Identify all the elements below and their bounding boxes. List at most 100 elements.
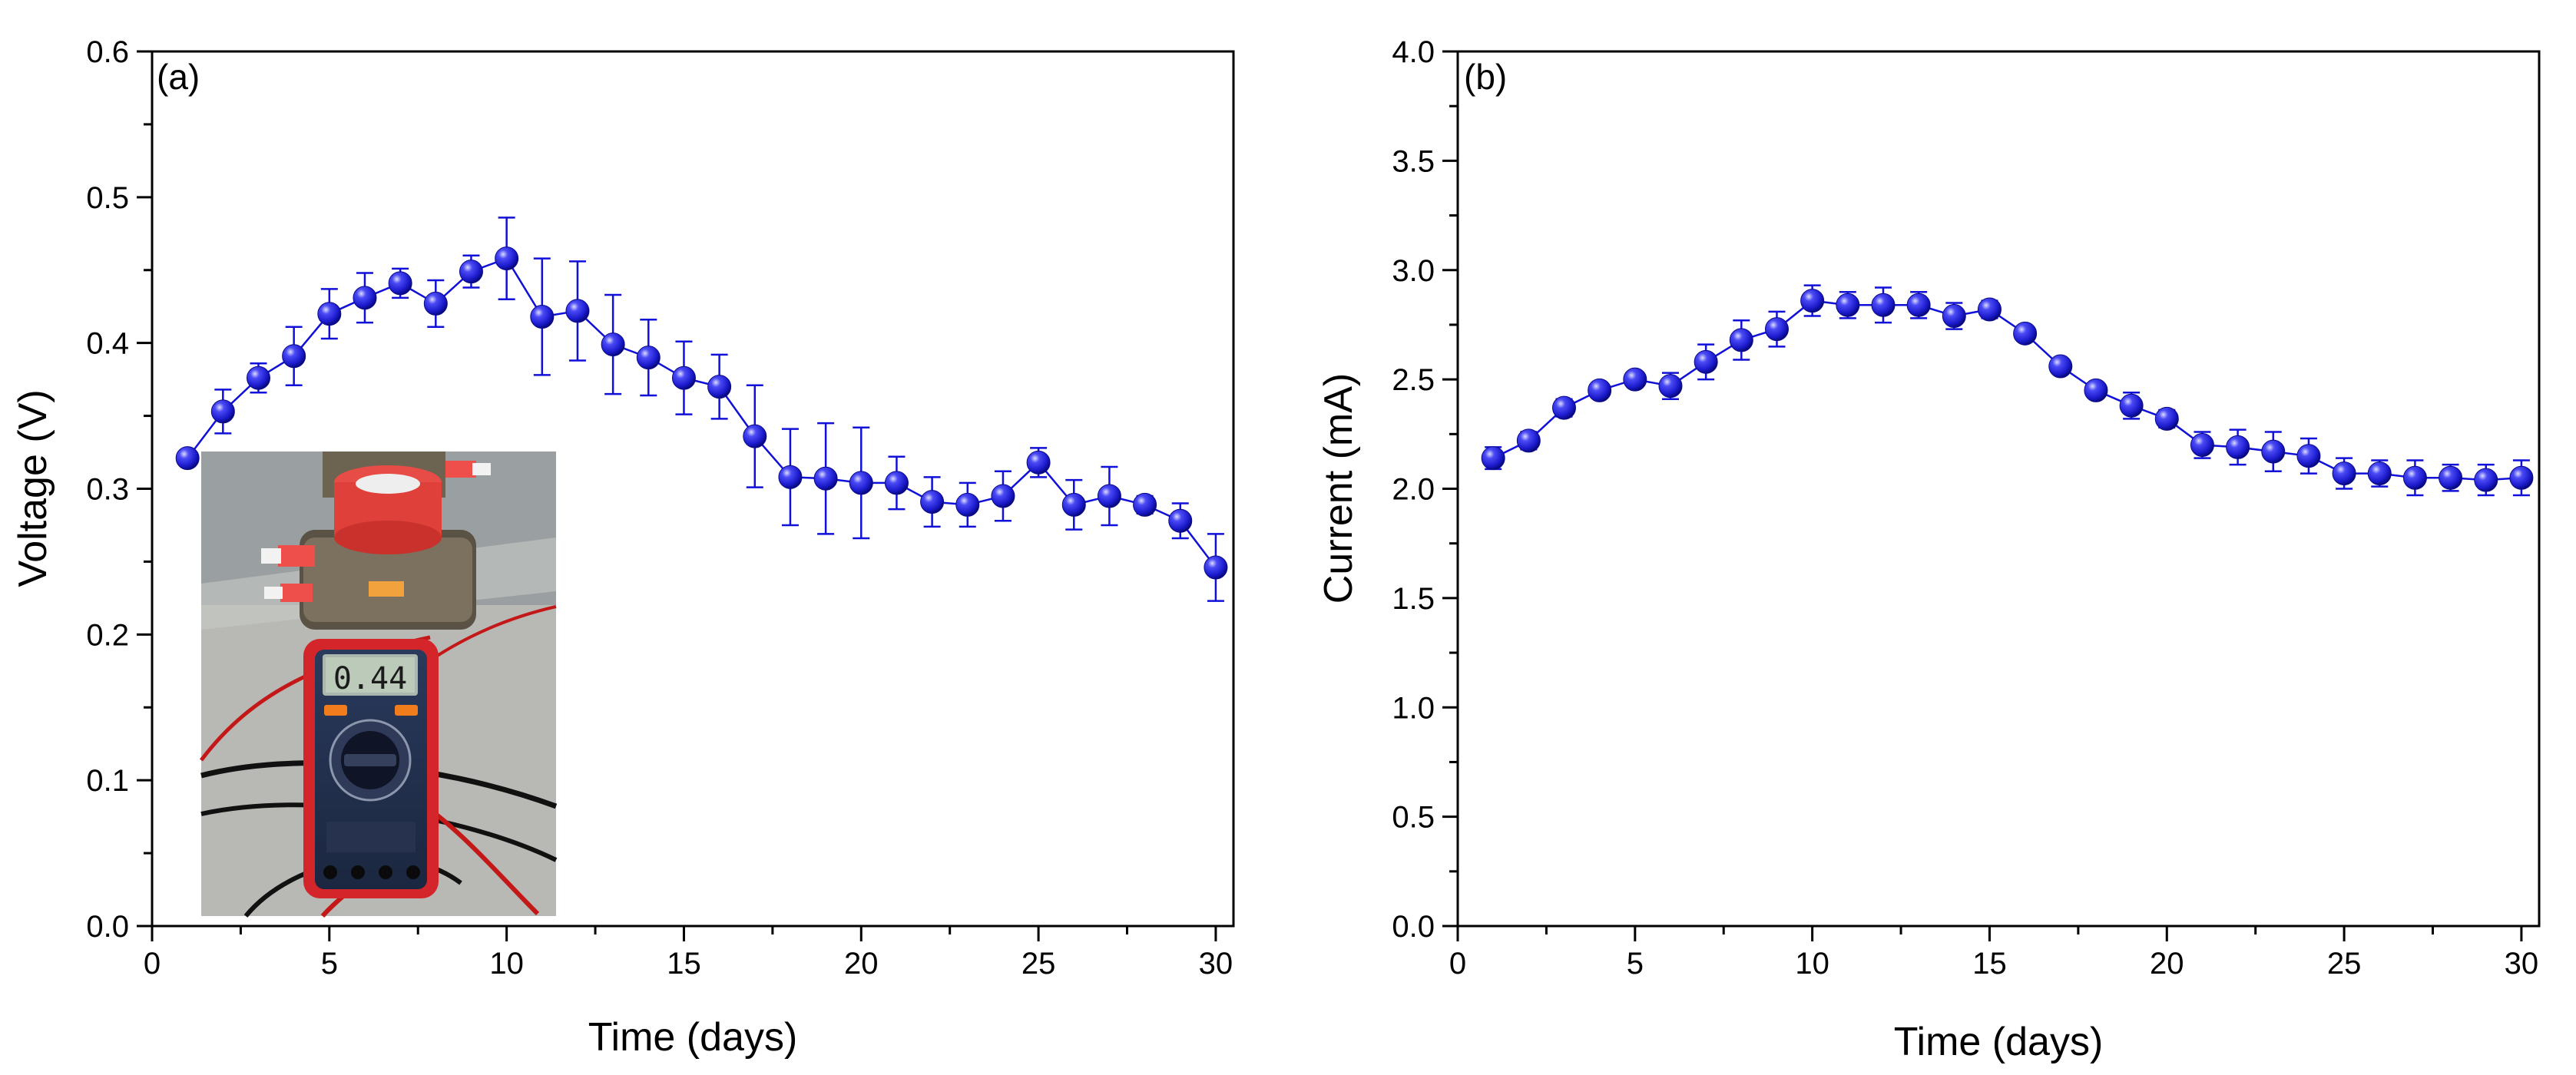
voltage-y-tick-label: 0.6 <box>86 35 129 69</box>
current-series-line <box>1492 299 2521 481</box>
voltage-plot-area <box>175 217 1228 602</box>
voltage-data-point <box>565 299 590 323</box>
voltage-x-tick-label: 20 <box>844 947 879 981</box>
multimeter-photo-inset: 0.44 <box>200 452 558 918</box>
current-y-axis-title: Current (mA) <box>1316 373 1361 604</box>
voltage-data-point <box>991 484 1015 508</box>
voltage-chart-panel: 0.44 0 5 10 15 20 25 30 0.0 0.1 0.2 0.3 0.4 0.5 0.6 (… <box>11 35 1235 1060</box>
current-data-point <box>1694 349 1718 374</box>
current-data-point <box>2013 321 2038 346</box>
current-axes: 0 5 10 15 20 25 30 0.0 0.5 1.0 1.5 2.0 2.5 3.0 3.5 4.0 <box>1392 35 2538 981</box>
voltage-data-point <box>707 375 732 399</box>
current-data-point <box>2509 465 2534 490</box>
current-y-tick-label: 4.0 <box>1392 35 1435 69</box>
voltage-data-point <box>353 286 377 310</box>
current-x-tick-label: 10 <box>1795 947 1829 981</box>
current-x-tick-label: 30 <box>2505 947 2539 981</box>
current-data-point <box>2226 435 2250 459</box>
current-y-tick-label: 0.5 <box>1392 801 1435 835</box>
voltage-y-tick-label: 0.1 <box>86 764 129 798</box>
voltage-y-tick-label: 0.0 <box>86 910 129 944</box>
meter-display-reading: 0.44 <box>333 661 407 696</box>
voltage-y-tick-label: 0.4 <box>86 327 129 361</box>
current-plot-area <box>1481 284 2534 497</box>
voltage-data-point <box>884 471 909 495</box>
current-data-point <box>2367 461 2392 486</box>
current-data-point <box>1800 289 1825 313</box>
voltage-y-tick-label: 0.2 <box>86 618 129 652</box>
current-data-point <box>1764 317 1789 342</box>
voltage-data-point <box>1204 555 1228 580</box>
current-data-point <box>1942 304 1966 329</box>
voltage-x-tick-label: 0 <box>144 947 161 981</box>
voltage-y-axis-title: Voltage (V) <box>11 389 55 587</box>
current-data-point <box>1871 293 1896 317</box>
current-data-point <box>1516 428 1541 453</box>
voltage-data-point <box>388 271 412 296</box>
current-y-tick-label: 2.0 <box>1392 473 1435 507</box>
voltage-data-point <box>778 465 803 489</box>
current-data-point <box>1906 293 1931 317</box>
current-data-point <box>1623 367 1647 392</box>
current-data-point <box>2261 439 2286 464</box>
current-data-point <box>2332 461 2356 486</box>
voltage-data-point <box>530 304 555 329</box>
voltage-x-tick-label: 15 <box>667 947 701 981</box>
current-x-axis-title: Time (days) <box>1894 1020 2104 1064</box>
current-x-tick-label: 20 <box>2150 947 2184 981</box>
voltage-data-point <box>1168 508 1193 533</box>
current-data-point <box>1836 293 1860 317</box>
voltage-data-point <box>849 471 873 495</box>
current-y-tick-label: 2.5 <box>1392 363 1435 397</box>
current-y-tick-label: 1.0 <box>1392 691 1435 725</box>
voltage-x-tick-label: 10 <box>489 947 524 981</box>
voltage-data-point <box>743 424 767 448</box>
voltage-axes: 0 5 10 15 20 25 30 0.0 0.1 0.2 0.3 0.4 0.5 0.6 <box>86 35 1233 981</box>
voltage-data-point <box>282 344 306 369</box>
voltage-x-tick-label: 5 <box>321 947 338 981</box>
current-x-tick-label: 25 <box>2327 947 2362 981</box>
current-x-tick-label: 15 <box>1972 947 2007 981</box>
voltage-data-point <box>175 446 200 471</box>
voltage-y-tick-label: 0.3 <box>86 473 129 507</box>
voltage-data-point <box>955 492 980 517</box>
current-data-point <box>1658 374 1683 399</box>
current-data-point <box>2190 433 2214 458</box>
current-y-tick-label: 3.0 <box>1392 254 1435 288</box>
voltage-data-point <box>1026 450 1051 475</box>
voltage-data-point <box>601 332 625 357</box>
current-data-point <box>2474 468 2498 492</box>
voltage-data-point <box>459 260 483 284</box>
current-x-tick-label: 0 <box>1449 947 1466 981</box>
panel-label-a: (a) <box>157 57 200 97</box>
voltage-data-point <box>1097 484 1121 508</box>
voltage-data-point <box>495 246 519 271</box>
current-data-point <box>1551 395 1576 420</box>
voltage-data-point <box>317 302 342 326</box>
panel-label-b: (b) <box>1464 57 1507 97</box>
voltage-x-tick-label: 25 <box>1021 947 1056 981</box>
current-y-tick-label: 1.5 <box>1392 582 1435 616</box>
current-data-point <box>2402 465 2427 490</box>
current-data-point <box>1729 328 1753 352</box>
voltage-data-point <box>671 366 696 390</box>
voltage-data-point <box>813 466 838 491</box>
current-x-tick-label: 5 <box>1627 947 1644 981</box>
current-data-point <box>1588 378 1612 402</box>
current-chart-panel: 0 5 10 15 20 25 300.00.51.01.52.02.53.03.54.0 … <box>1316 35 2541 1064</box>
current-data-point <box>2048 354 2073 379</box>
voltage-data-point <box>246 366 270 390</box>
current-data-point <box>2084 378 2108 402</box>
current-data-point <box>2119 393 2144 418</box>
voltage-y-tick-label: 0.5 <box>86 181 129 215</box>
voltage-data-point <box>210 399 235 424</box>
current-y-tick-label: 3.5 <box>1392 144 1435 178</box>
voltage-data-point <box>423 291 448 316</box>
current-data-point <box>2439 465 2463 490</box>
voltage-data-point <box>1133 492 1157 517</box>
voltage-data-point <box>920 490 945 514</box>
current-data-point <box>2154 406 2179 431</box>
current-data-point <box>1481 446 1505 471</box>
voltage-x-tick-label: 30 <box>1199 947 1233 981</box>
